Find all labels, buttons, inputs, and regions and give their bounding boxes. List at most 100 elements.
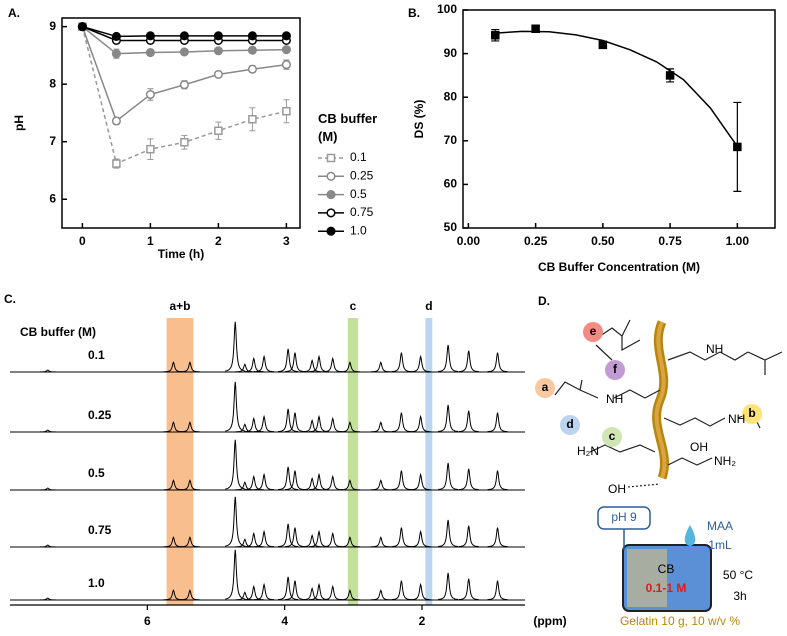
bond	[595, 344, 613, 361]
bond	[613, 389, 661, 399]
peak	[391, 527, 412, 548]
bond	[667, 351, 749, 361]
peak	[278, 348, 299, 373]
atom-label: NH₂	[714, 454, 736, 468]
marker	[179, 31, 189, 41]
atom-label: NH	[728, 412, 745, 426]
peak	[339, 589, 360, 601]
peak	[370, 589, 391, 601]
peak	[410, 582, 431, 601]
peak	[438, 519, 459, 547]
peak	[308, 529, 330, 548]
peak	[370, 361, 391, 373]
marker	[281, 60, 291, 70]
label-circle	[602, 427, 622, 447]
plot-frame	[462, 9, 776, 229]
marker	[146, 144, 155, 154]
peak	[234, 423, 255, 433]
marker	[213, 31, 223, 41]
legend-label: 0.75	[350, 205, 374, 219]
bond	[667, 457, 713, 466]
reaction-vessel: pH 9 MAA 1mL CB 0.1-1 M 50 °C 3h Gelatin…	[597, 506, 753, 628]
peak	[243, 356, 264, 373]
marker	[179, 80, 189, 90]
peak	[322, 416, 343, 433]
peak	[225, 381, 246, 432]
peak	[302, 358, 323, 373]
y-tick-label: 80	[444, 89, 458, 103]
marker	[111, 31, 121, 41]
peak	[225, 439, 246, 490]
peak	[391, 412, 412, 433]
peak	[254, 582, 275, 601]
atom-label: OH	[690, 440, 708, 454]
peak	[438, 462, 459, 490]
peak	[284, 580, 306, 601]
marker	[112, 159, 121, 168]
x-tick-label: 3	[283, 234, 290, 248]
legend-marker	[326, 153, 336, 163]
maa-label: MAA	[707, 519, 733, 533]
x-tick-label: 0.50	[591, 234, 615, 248]
x-tick-label: 2	[419, 614, 426, 628]
bond	[589, 444, 656, 453]
x-axis-label: Time (h)	[158, 247, 204, 261]
peak	[339, 479, 360, 491]
marker	[281, 31, 291, 41]
peak	[37, 429, 58, 433]
y-tick-label: 90	[444, 46, 458, 60]
group-letter: c	[609, 429, 616, 443]
marker	[665, 71, 675, 80]
x-tick-label: 1.00	[726, 234, 750, 248]
peak	[438, 572, 459, 600]
bond	[599, 327, 641, 352]
x-axis-label: (ppm)	[533, 614, 566, 628]
peak	[487, 412, 508, 433]
peak	[284, 527, 306, 548]
panel-label: C.	[4, 292, 16, 306]
peak	[339, 536, 360, 548]
peak	[410, 529, 431, 548]
marker	[213, 69, 223, 79]
label-circle	[583, 322, 603, 342]
peak	[234, 363, 255, 373]
bond	[663, 417, 726, 427]
peak	[458, 350, 479, 373]
peak	[284, 412, 306, 433]
y-tick-label: 8	[49, 76, 56, 90]
legend-label: 0.25	[350, 168, 374, 182]
x-tick-label: 0.25	[524, 234, 548, 248]
y-tick-label: 6	[49, 191, 56, 205]
peak	[302, 476, 323, 491]
legend-title-box: CB buffer (M)	[318, 111, 377, 144]
atom-label: OH	[608, 482, 626, 496]
x-tick-label: 4	[281, 614, 288, 628]
legend-marker	[326, 208, 336, 218]
cb-label: CB	[658, 562, 675, 576]
peak	[370, 536, 391, 548]
marker	[281, 45, 291, 55]
trace-label: 0.25	[88, 408, 112, 422]
peak	[179, 421, 200, 433]
marker	[111, 116, 121, 126]
trace-label: 1.0	[88, 576, 105, 590]
fit-curve	[495, 30, 738, 147]
highlight-label: a+b	[169, 299, 190, 313]
peak	[487, 470, 508, 491]
marker	[282, 106, 291, 116]
marker	[491, 31, 500, 40]
peak	[284, 470, 306, 491]
marker	[247, 64, 257, 74]
peak	[308, 472, 330, 491]
volume-label: 1mL	[708, 538, 732, 552]
atom-label: NH	[706, 342, 723, 356]
peak	[458, 578, 479, 601]
peak	[278, 408, 299, 433]
y-tick-label: 7	[49, 134, 56, 148]
y-tick-label: 60	[444, 177, 458, 191]
peak	[37, 597, 58, 601]
group-letter: e	[590, 324, 597, 338]
peak	[458, 525, 479, 548]
highlight-band	[425, 318, 433, 605]
